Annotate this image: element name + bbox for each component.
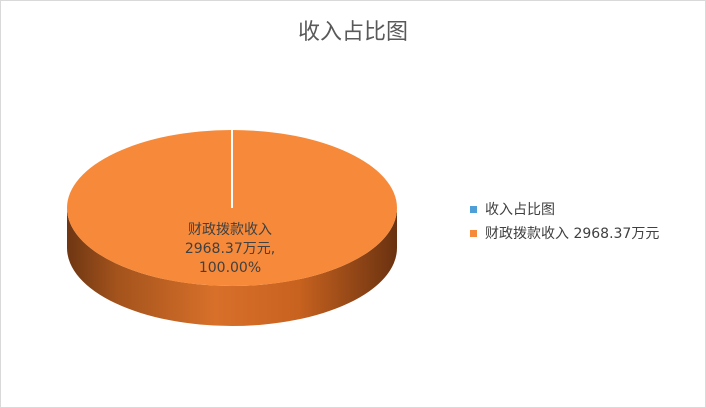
legend-swatch [470, 229, 477, 237]
pie-slice-side-financial-appropriation [67, 208, 397, 326]
legend-swatch [470, 205, 477, 213]
data-label-value: 2968.37万元, [185, 241, 275, 257]
legend: 收入占比图 财政拨款收入 2968.37万元 [470, 197, 659, 245]
chart-title: 收入占比图 [297, 20, 408, 45]
legend-item-title[interactable]: 收入占比图 [470, 197, 659, 221]
legend-label: 财政拨款收入 2968.37万元 [485, 226, 660, 242]
data-label-percent: 100.00% [199, 260, 261, 276]
legend-label: 收入占比图 [485, 202, 555, 218]
legend-item-financial-appropriation[interactable]: 财政拨款收入 2968.37万元 [470, 221, 659, 245]
data-label-name: 财政拨款收入 [188, 222, 272, 238]
